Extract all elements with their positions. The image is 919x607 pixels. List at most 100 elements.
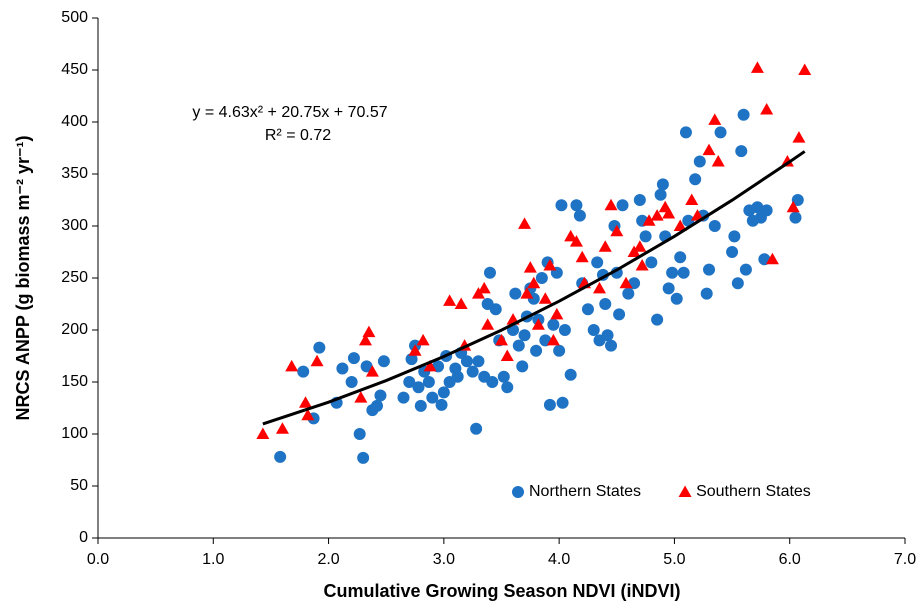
y-tick-label: 50 <box>70 477 88 494</box>
y-axis-label: NRCS ANPP (g biomass m⁻² yr⁻¹) <box>13 135 33 420</box>
data-point <box>592 281 606 294</box>
data-point <box>451 370 464 383</box>
data-point <box>708 113 722 125</box>
data-point <box>520 287 534 299</box>
data-point <box>546 333 560 346</box>
y-tick-label: 350 <box>61 165 88 182</box>
x-tick-label: 2.0 <box>317 551 339 568</box>
data-point <box>357 451 370 464</box>
data-point <box>481 318 495 330</box>
data-point <box>731 277 744 290</box>
data-point <box>538 292 552 304</box>
data-point <box>403 376 416 388</box>
data-point <box>708 220 721 232</box>
data-point <box>587 324 600 336</box>
data-point <box>553 344 566 357</box>
data-point <box>405 353 418 366</box>
data-point <box>497 370 510 383</box>
data-point <box>274 450 287 463</box>
data-point <box>301 408 315 421</box>
data-point <box>791 194 804 206</box>
data-point <box>760 204 773 217</box>
x-tick-label: 5.0 <box>663 551 685 568</box>
y-tick-label: 150 <box>61 373 88 390</box>
data-point <box>443 294 457 306</box>
data-point <box>470 422 483 435</box>
legend-label: Southern States <box>696 483 811 500</box>
data-point <box>633 240 647 252</box>
data-point <box>362 325 376 338</box>
data-point <box>523 261 537 273</box>
data-point <box>575 250 589 263</box>
data-point <box>518 217 532 229</box>
data-point <box>285 359 299 372</box>
y-tick-label: 200 <box>61 321 88 338</box>
x-tick-label: 6.0 <box>779 551 801 568</box>
data-point <box>581 303 594 316</box>
data-point <box>397 391 410 404</box>
x-axis-label: Cumulative Growing Season NDVI (iNDVI) <box>323 581 680 601</box>
data-point <box>530 344 543 357</box>
y-tick-label: 500 <box>61 9 88 26</box>
data-point <box>500 349 514 361</box>
data-point <box>682 214 695 227</box>
data-point <box>674 251 687 264</box>
data-point <box>426 391 439 404</box>
data-point <box>601 329 614 342</box>
legend-marker <box>678 485 692 497</box>
data-point <box>495 333 508 346</box>
data-point <box>297 365 310 378</box>
data-point <box>760 103 774 115</box>
data-point <box>483 266 496 279</box>
data-point <box>650 209 664 221</box>
x-tick-label: 4.0 <box>548 551 570 568</box>
data-point <box>518 329 531 342</box>
data-point <box>656 178 669 191</box>
data-point <box>556 396 569 409</box>
data-point <box>564 229 578 242</box>
data-point <box>685 193 699 205</box>
data-point <box>358 333 372 346</box>
data-point <box>345 376 358 388</box>
data-point <box>377 355 390 368</box>
y-tick-label: 250 <box>61 269 88 286</box>
data-point <box>789 211 802 224</box>
data-point <box>613 308 626 321</box>
data-point <box>547 318 560 331</box>
data-point <box>693 155 706 168</box>
data-point <box>605 339 618 352</box>
data-point <box>645 256 658 269</box>
x-tick-label: 0.0 <box>87 551 109 568</box>
data-point <box>633 194 646 206</box>
data-point <box>423 359 437 372</box>
data-point <box>310 354 324 367</box>
data-point <box>353 428 366 440</box>
data-point <box>751 201 764 214</box>
data-point <box>662 207 676 219</box>
data-point <box>408 344 422 356</box>
data-point <box>591 256 604 269</box>
data-point <box>313 341 326 354</box>
y-tick-label: 450 <box>61 61 88 78</box>
data-point <box>689 173 702 186</box>
data-point <box>360 360 373 373</box>
data-point <box>728 230 741 243</box>
data-point <box>543 398 556 411</box>
data-point <box>460 355 473 368</box>
data-point <box>477 281 491 294</box>
data-point <box>414 399 427 412</box>
data-point <box>635 259 649 271</box>
data-point <box>765 252 779 265</box>
data-point <box>711 155 725 167</box>
equation: y = 4.63x² + 20.75x + 70.57 <box>192 104 387 121</box>
data-point <box>299 396 313 408</box>
data-point <box>516 360 529 373</box>
r-squared: R² = 0.72 <box>265 127 331 144</box>
data-point <box>437 386 450 399</box>
data-point <box>792 131 806 143</box>
x-tick-label: 7.0 <box>894 551 916 568</box>
data-point <box>651 313 664 326</box>
data-point <box>750 61 764 73</box>
data-point <box>531 318 545 330</box>
